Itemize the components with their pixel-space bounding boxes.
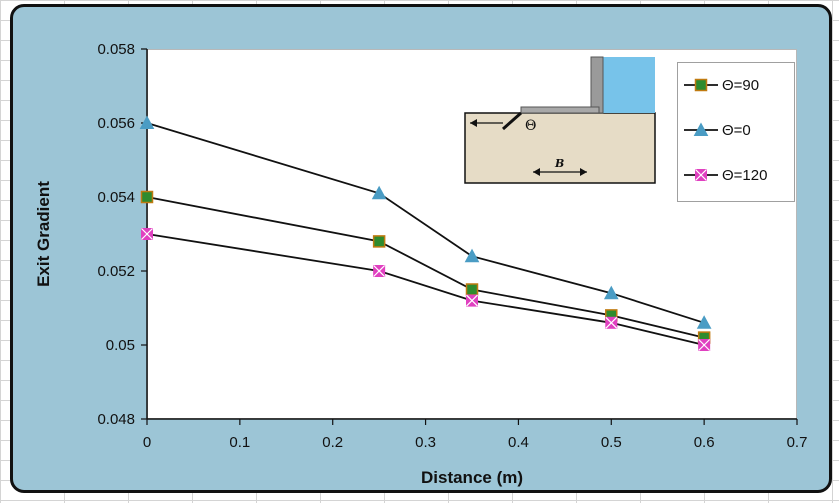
series-2-point-0	[141, 228, 153, 240]
series-2-point-2-x2	[466, 294, 478, 307]
x-tick-label: 0.6	[694, 434, 715, 451]
legend-marker-1	[693, 122, 709, 136]
series-2-point-4-x2	[698, 339, 711, 351]
series-0-point-1	[372, 235, 386, 248]
legend-svg: Θ=90 Θ=0 Θ=120	[684, 77, 767, 184]
legend-marker-2-x2	[695, 169, 707, 181]
series-1-point-2	[464, 248, 480, 263]
b-arrow-right	[580, 168, 587, 176]
series-line-0	[146, 196, 705, 339]
inclined-cutoff	[502, 111, 522, 131]
sheet-pile	[590, 56, 604, 114]
series-1-point-4	[696, 315, 712, 329]
x-tick-label: 0.5	[601, 434, 622, 451]
b-arrow-left	[533, 168, 540, 176]
series-0-point-0	[140, 190, 154, 204]
soil-block	[464, 112, 656, 184]
inset-diagram: Θ B	[464, 56, 656, 184]
series-2-point-3-x2	[605, 316, 618, 329]
angle-arrow-head	[470, 119, 477, 127]
legend-label-2: Θ=120	[722, 167, 767, 184]
axes-layer: 0.048 0.05 0.052 0.054 0.056 0.058 0 0.1 0.2 0.3 0…	[34, 41, 807, 487]
series-1-point-0	[139, 115, 155, 129]
series-2-point-1-x2	[373, 265, 386, 277]
x-tick-label: 0.3	[415, 434, 436, 451]
legend-label-1: Θ=0	[722, 122, 751, 139]
legend-marker-0	[694, 78, 708, 92]
y-tick-label: 0.056	[97, 115, 135, 132]
legend: Θ=90 Θ=0 Θ=120	[677, 62, 795, 202]
series-2-point-2	[466, 294, 478, 307]
series-2-point-1	[373, 265, 386, 277]
x-tick-label: 0.4	[508, 434, 529, 451]
chart-svg: 0.048 0.05 0.052 0.054 0.056 0.058 0 0.1 0.2 0.3 0…	[34, 41, 807, 487]
b-label: B	[554, 157, 564, 170]
series-line-2	[146, 233, 705, 346]
theta-label: Θ	[525, 118, 536, 134]
y-tick-label: 0.05	[106, 337, 135, 354]
x-tick-label: 0.2	[322, 434, 343, 451]
legend-label-0: Θ=90	[722, 77, 759, 94]
y-tick-label: 0.058	[97, 41, 135, 58]
series-1-point-3	[603, 285, 619, 300]
apron	[520, 106, 600, 114]
y-axis-title: Exit Gradient	[34, 181, 53, 287]
series-0-point-2	[465, 283, 479, 296]
series-1-point-1	[371, 185, 387, 200]
x-tick-label: 0.7	[787, 434, 808, 451]
x-axis-title: Distance (m)	[421, 468, 523, 487]
x-tick-label: 0	[143, 434, 151, 451]
y-tick-label: 0.054	[97, 189, 135, 206]
y-tick-label: 0.052	[97, 263, 135, 280]
series-2-point-0-x2	[141, 228, 153, 240]
water-body	[603, 57, 655, 113]
series-2-point-4	[698, 339, 711, 351]
series-layer	[139, 115, 712, 351]
series-2-point-3	[605, 316, 618, 329]
x-tick-label: 0.1	[229, 434, 250, 451]
legend-marker-2	[695, 169, 707, 181]
chart-container[interactable]: 0.048 0.05 0.052 0.054 0.056 0.058 0 0.1 0.2 0.3 0…	[10, 4, 832, 493]
y-tick-label: 0.048	[97, 411, 135, 428]
